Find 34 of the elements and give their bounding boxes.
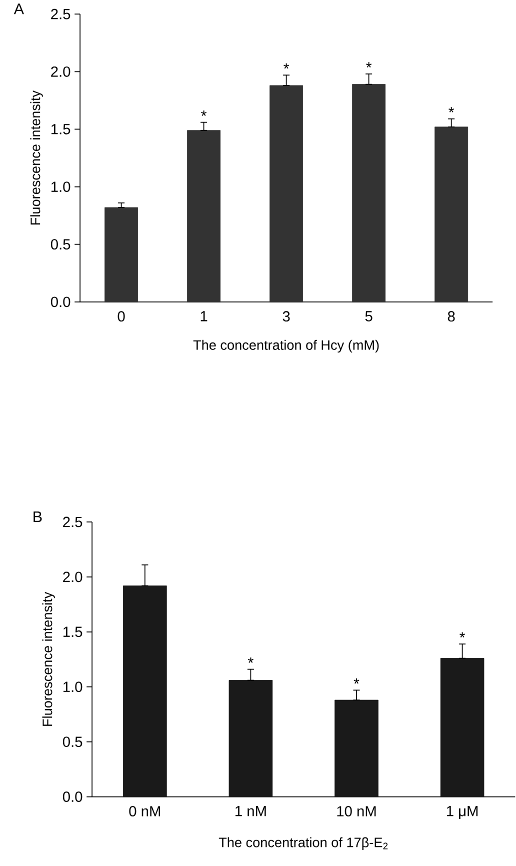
x-tick-label: 0 [118, 311, 125, 322]
x-tick-label: 0 nM [129, 806, 160, 816]
chart-title: A [14, 4, 24, 14]
x-tick-label: 8 [448, 311, 455, 322]
x-axis-title: The concentration of Hcy (mM) [194, 340, 379, 353]
x-tick-label: 3 [282, 311, 290, 322]
annotation: * [448, 107, 454, 112]
y-tick-label: 1.0 [64, 682, 82, 692]
y-tick-label: 2.5 [63, 516, 82, 528]
annotation: * [366, 62, 372, 68]
x-tick-label: 5 [366, 311, 372, 322]
x-tick-label: 10 nM [337, 806, 376, 816]
y-tick-label: 0.0 [51, 296, 70, 308]
x-tick-label: 1 μM [447, 806, 478, 819]
annotation: * [460, 632, 466, 638]
chart-title: B [34, 512, 42, 522]
annotation: * [201, 110, 207, 116]
y-tick-label: 0.5 [63, 736, 82, 747]
y-tick-label: 0.5 [51, 239, 70, 250]
annotation: * [248, 657, 254, 663]
annotation: * [284, 63, 290, 69]
annotation: * [354, 678, 360, 684]
y-axis-title: Fluorescence intensity [30, 90, 44, 224]
x-axis-title: The concentration of 17β-E$_{2}$ [219, 837, 388, 850]
y-tick-label: 2.0 [63, 572, 82, 582]
y-tick-label: 1.0 [52, 182, 70, 192]
y-tick-label: 2.0 [51, 66, 70, 77]
y-axis-title: Fluorescence intensity [42, 592, 56, 726]
y-tick-label: 2.5 [51, 8, 70, 20]
x-tick-label: 1 nM [236, 806, 266, 816]
y-tick-label: 0.0 [63, 792, 82, 802]
y-tick-label: 1.5 [64, 626, 82, 638]
y-tick-label: 1.5 [52, 124, 70, 134]
x-tick-label: 1 [201, 311, 208, 322]
